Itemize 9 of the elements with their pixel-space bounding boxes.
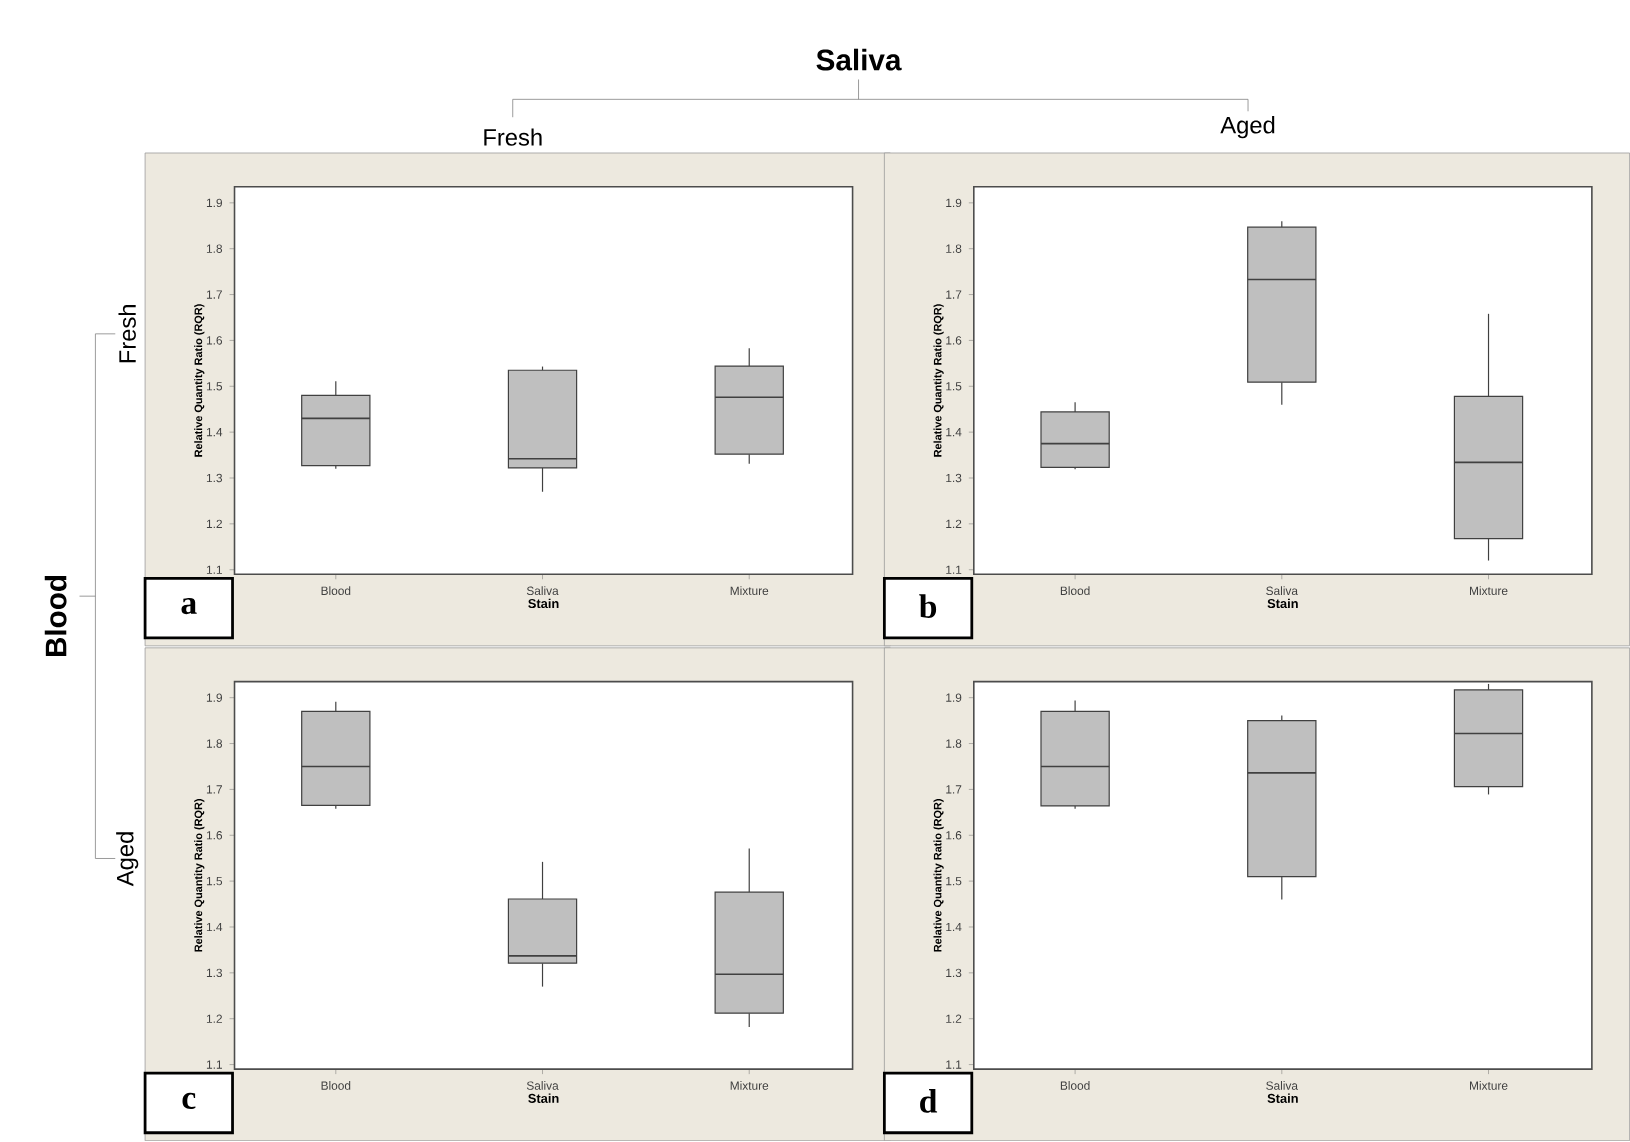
text: d [920,1089,938,1114]
text: Saliva [816,49,902,71]
text: a [181,598,197,615]
text: b [919,594,937,619]
text: c [182,1093,196,1110]
text: Fresh [484,128,542,147]
text: Fresh [118,305,136,363]
text: Aged [1220,116,1275,139]
text: Aged [116,832,139,887]
